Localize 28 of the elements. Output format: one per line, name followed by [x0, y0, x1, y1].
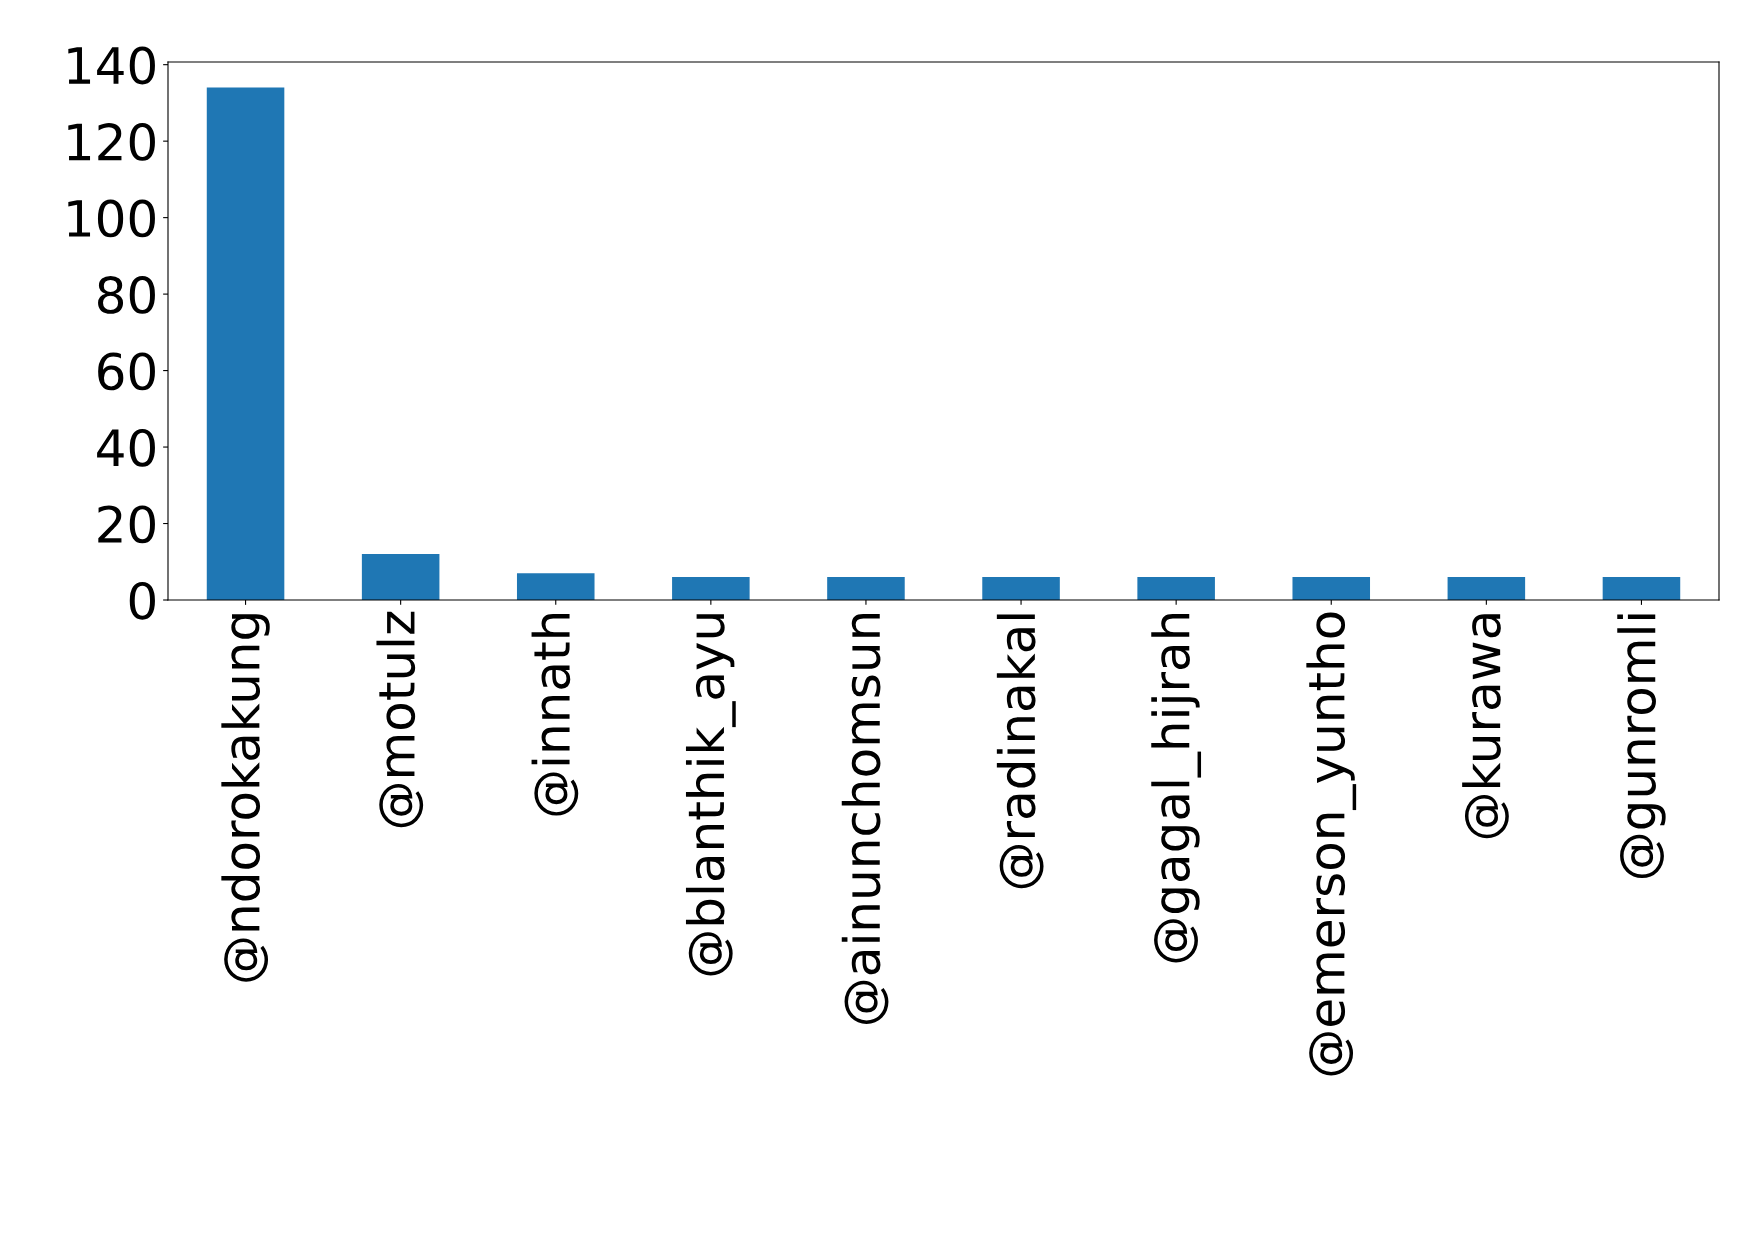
x-tick-label: @innath — [531, 613, 579, 816]
y-tick-label: 80 — [98, 275, 155, 314]
y-tick-label: 100 — [68, 199, 155, 238]
bar — [206, 87, 285, 600]
x-tick-label: @gagal_hijrah — [1151, 613, 1202, 963]
bar — [672, 577, 750, 600]
y-tick-label: 40 — [97, 428, 155, 467]
y-tick-label: 0 — [129, 581, 155, 620]
x-tick-label: @emerson_yuntho — [1306, 612, 1357, 1076]
x-tick-label: @gunromli — [1617, 614, 1666, 879]
bar — [982, 577, 1060, 600]
bar — [827, 577, 905, 600]
bar — [516, 573, 595, 600]
bar — [361, 554, 440, 600]
bar — [1292, 577, 1371, 600]
x-tick-label: @ndorokakung — [221, 614, 270, 982]
x-tick-label: @radinakal — [996, 614, 1044, 889]
y-tick-label: 140 — [68, 46, 155, 85]
bar — [1447, 577, 1526, 600]
x-tick-label: @kurawa — [1462, 614, 1509, 839]
x-tick-label: @blanthik_ayu — [685, 614, 736, 976]
y-tick-label: 20 — [98, 505, 155, 544]
y-tick-label: 60 — [98, 352, 155, 391]
bar — [1137, 577, 1215, 600]
x-tick-label: @motulz — [376, 611, 424, 828]
bar — [1602, 577, 1681, 600]
x-tick-label: @ainunchomsun — [841, 613, 889, 1024]
y-tick-label: 120 — [68, 123, 155, 161]
